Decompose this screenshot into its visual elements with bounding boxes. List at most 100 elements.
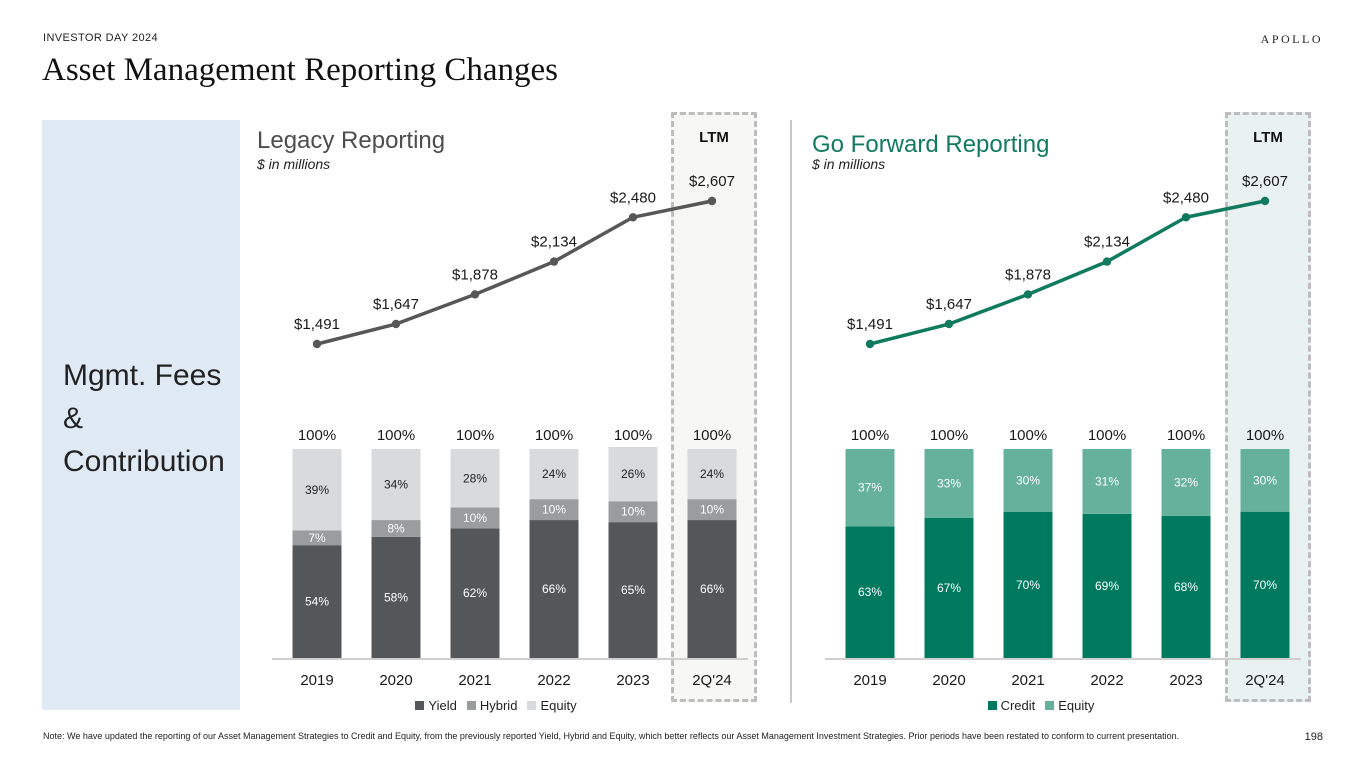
fee-value-label: $2,607 [689, 173, 735, 190]
x-tick-label: 2Q'24 [692, 672, 732, 689]
bar-label-equity: 32% [1174, 475, 1198, 489]
bar-label-credit: 67% [937, 581, 961, 595]
bar-total-label: 100% [1009, 427, 1047, 444]
x-tick-label: 2022 [537, 672, 570, 689]
bar-label-hybrid: 10% [621, 505, 645, 519]
bar-label-credit: 70% [1016, 578, 1040, 592]
bar-total-label: 100% [535, 427, 573, 444]
x-tick-label: 2022 [1090, 672, 1123, 689]
legacy-chart: 54% 7% 39% 100% 2019 58% 8% 34% 100% 2020 62% 10% 28… [272, 173, 748, 689]
bar-stack-2q-24: 66% 10% 24% [687, 449, 737, 658]
footnote: Note: We have updated the reporting of o… [43, 731, 1180, 741]
bar-label-equity: 30% [1016, 473, 1040, 487]
bar-total-label: 100% [1167, 427, 1205, 444]
legend-item-equity: Equity [527, 698, 577, 713]
bar-total-label: 100% [1088, 427, 1126, 444]
bar-stack-2022: 69% 31% [1082, 449, 1132, 658]
bar-segment-equity [1082, 449, 1132, 514]
bar-segment-yield [608, 522, 658, 658]
fee-value-label: $2,480 [1163, 189, 1209, 206]
bar-label-credit: 70% [1253, 578, 1277, 592]
legend-item-credit: Credit [987, 698, 1036, 713]
x-tick-label: 2023 [616, 672, 649, 689]
bar-total-label: 100% [693, 427, 731, 444]
bar-stack-2023: 68% 32% [1161, 449, 1211, 658]
bar-segment-yield [450, 528, 500, 658]
x-tick-label: 2021 [1011, 672, 1044, 689]
bar-label-equity: 34% [384, 478, 408, 492]
bar-label-yield: 66% [542, 582, 566, 596]
bar-label-equity: 24% [542, 467, 566, 481]
go-forward-chart: 63% 37% 100% 2019 67% 33% 100% 2020 70% 30% 100% 20… [825, 173, 1301, 689]
fee-point [628, 213, 638, 222]
legend-swatch [987, 701, 997, 710]
legend-label: Equity [1058, 698, 1095, 713]
fee-value-label: $1,647 [373, 296, 419, 313]
legacy-reporting-panel: LTM Legacy Reporting $ in millions 54% 7%… [250, 108, 770, 718]
bar-segment-hybrid [529, 499, 579, 521]
bar-segment-yield [292, 545, 342, 658]
bar-total-label: 100% [456, 427, 494, 444]
bar-label-equity: 30% [1253, 473, 1277, 487]
legend-swatch [1045, 701, 1055, 710]
legend-swatch [527, 701, 537, 710]
bar-segment-credit [1240, 511, 1290, 658]
bar-segment-hybrid [371, 520, 421, 537]
bar-total-label: 100% [377, 427, 415, 444]
page-number: 198 [1304, 731, 1323, 743]
bar-label-hybrid: 10% [463, 511, 487, 525]
fee-point [707, 196, 717, 206]
fee-value-label: $2,134 [1084, 234, 1130, 251]
bar-segment-equity [1161, 449, 1211, 516]
fee-value-label: $2,480 [610, 189, 656, 206]
bar-label-credit: 63% [858, 585, 882, 599]
bar-label-yield: 65% [621, 583, 645, 597]
bar-stack-2021: 62% 10% 28% [450, 449, 500, 658]
bar-label-equity: 33% [937, 476, 961, 490]
fee-point [470, 290, 480, 299]
legend-label: Hybrid [479, 698, 518, 713]
x-tick-label: 2020 [932, 672, 965, 689]
bar-total-label: 100% [851, 427, 889, 444]
fee-value-label: $1,491 [294, 316, 340, 333]
bar-segment-credit [1082, 513, 1132, 658]
bar-segment-hybrid [687, 499, 737, 521]
fee-point [391, 319, 401, 329]
legend-swatch [466, 701, 476, 710]
bar-stack-2021: 70% 30% [1003, 449, 1053, 658]
bar-segment-credit [1161, 515, 1211, 658]
kicker: INVESTOR DAY 2024 [43, 32, 159, 44]
fee-point [1260, 196, 1270, 206]
bar-label-equity: 37% [858, 481, 882, 495]
fee-value-label: $2,134 [531, 234, 577, 251]
page-title: Asset Management Reporting Changes [42, 52, 558, 88]
legend-label: Credit [1000, 698, 1036, 713]
bar-segment-equity [687, 449, 737, 500]
apollo-logo: APOLLO [1260, 32, 1323, 46]
chart-title: Legacy Reporting [257, 127, 446, 154]
legend-label: Equity [540, 698, 577, 713]
bar-segment-credit [1003, 511, 1053, 658]
fee-point [549, 257, 559, 266]
x-tick-label: 2023 [1169, 672, 1202, 689]
bar-total-label: 100% [614, 427, 652, 444]
bar-segment-equity [371, 449, 421, 521]
go-forward-reporting-panel: LTM Go Forward Reporting $ in millions 6… [803, 108, 1323, 718]
bar-label-hybrid: 7% [308, 531, 326, 545]
bar-segment-hybrid [450, 507, 500, 529]
x-tick-label: 2020 [379, 672, 412, 689]
x-tick-label: 2Q'24 [1245, 672, 1285, 689]
legend-item-hybrid: Hybrid [466, 698, 518, 713]
bar-label-yield: 66% [700, 582, 724, 596]
bar-label-equity: 31% [1095, 474, 1119, 488]
bar-label-yield: 58% [384, 590, 408, 604]
bar-total-label: 100% [1246, 427, 1284, 444]
bar-label-credit: 69% [1095, 579, 1119, 593]
bar-stack-2q-24: 70% 30% [1240, 449, 1290, 658]
bar-segment-yield [371, 536, 421, 658]
bar-segment-equity [292, 449, 342, 531]
fee-point [312, 339, 322, 349]
bar-stack-2020: 67% 33% [924, 449, 974, 658]
fee-point [865, 339, 875, 349]
chart-subtitle: $ in millions [257, 156, 331, 172]
